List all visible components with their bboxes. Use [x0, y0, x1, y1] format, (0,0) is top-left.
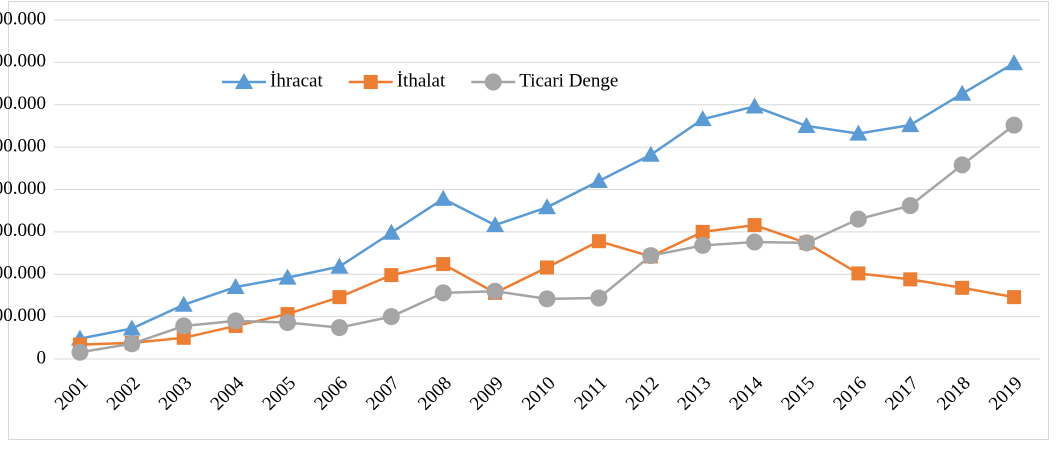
- data-point: [434, 189, 453, 206]
- y-tick-label: 3.500.000: [0, 51, 46, 72]
- data-point: [694, 236, 712, 254]
- data-point: [693, 110, 712, 127]
- data-point: [486, 282, 504, 300]
- data-point: [590, 289, 608, 307]
- data-point: [953, 84, 972, 101]
- data-point: [797, 116, 816, 133]
- data-point: [953, 156, 971, 174]
- y-tick-label: 3.000.000: [0, 93, 46, 114]
- data-point: [279, 314, 297, 332]
- y-tick-label: 1.500.000: [0, 220, 46, 241]
- data-point: [901, 197, 919, 215]
- data-point: [382, 308, 400, 326]
- data-point: [903, 272, 918, 287]
- data-point: [745, 97, 764, 114]
- data-point: [589, 172, 608, 189]
- legend-marker: [484, 73, 502, 91]
- data-point: [747, 218, 762, 233]
- data-point: [1005, 54, 1024, 71]
- data-point: [330, 257, 349, 274]
- data-point: [122, 319, 141, 336]
- data-point: [175, 317, 193, 335]
- data-point: [174, 295, 193, 312]
- legend-marker: [235, 73, 253, 89]
- data-point: [1007, 290, 1022, 305]
- data-point: [797, 234, 815, 252]
- data-point: [849, 124, 868, 141]
- data-point: [123, 335, 141, 353]
- data-point: [332, 290, 347, 305]
- data-point: [746, 233, 764, 251]
- data-point: [486, 216, 505, 233]
- data-point: [436, 257, 451, 272]
- y-tick-label: 500.000: [0, 305, 46, 326]
- data-point: [538, 290, 556, 308]
- data-point: [591, 234, 606, 249]
- data-point: [176, 330, 191, 345]
- y-tick-label: 2.000.000: [0, 178, 46, 199]
- y-tick-label: 4.000.000: [0, 8, 46, 29]
- data-point: [382, 223, 401, 240]
- data-point: [540, 260, 554, 275]
- legend-marker: [363, 75, 378, 89]
- legend-label: İhracat: [270, 70, 323, 91]
- y-tick-label: 1.000.000: [0, 263, 46, 284]
- y-tick-label: 0: [37, 347, 47, 368]
- data-point: [1005, 116, 1023, 134]
- data-point: [849, 210, 867, 228]
- y-tick-label: 2.500.000: [0, 135, 46, 156]
- data-point: [434, 284, 452, 302]
- data-point: [695, 224, 710, 239]
- data-point: [226, 277, 245, 294]
- data-point: [538, 198, 556, 215]
- data-point: [384, 268, 399, 283]
- chart-frame: [8, 1, 1049, 440]
- data-point: [901, 116, 920, 133]
- data-point: [278, 268, 297, 285]
- data-point: [642, 247, 660, 265]
- data-point: [955, 280, 970, 295]
- data-point: [71, 343, 89, 361]
- data-point: [330, 319, 348, 337]
- data-point: [641, 145, 660, 162]
- legend-label: İthalat: [397, 70, 446, 91]
- data-point: [227, 312, 245, 330]
- legend-label: Ticari Denge: [519, 70, 618, 91]
- data-point: [851, 266, 866, 281]
